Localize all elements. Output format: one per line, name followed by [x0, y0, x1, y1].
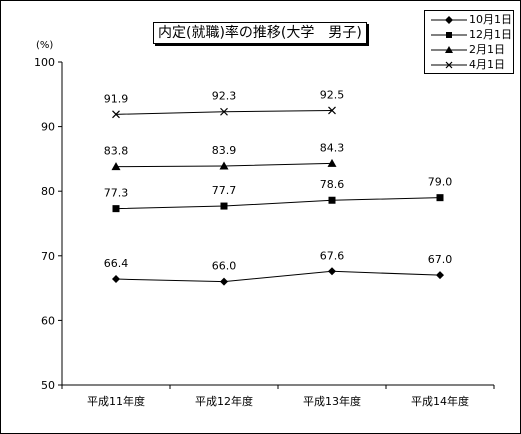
data-label: 66.4 [104, 257, 129, 270]
y-tick-label: 100 [34, 56, 55, 69]
x-tick-label: 平成11年度 [87, 394, 145, 408]
y-tick-label: 50 [41, 379, 55, 392]
y-tick-label: 70 [41, 250, 55, 263]
data-label: 92.3 [212, 90, 237, 103]
series-line-0 [115, 270, 441, 283]
data-label: 77.7 [212, 184, 237, 197]
data-point [436, 271, 444, 280]
legend-label: 2月1日 [469, 43, 505, 56]
data-point [112, 110, 120, 119]
data-label: 78.6 [320, 178, 345, 191]
data-point [328, 267, 336, 276]
legend-item-oct: 10月1日 [425, 13, 513, 27]
data-label: 83.8 [104, 145, 129, 158]
x-tick-label: 平成13年度 [303, 394, 361, 408]
data-label: 84.3 [320, 141, 345, 154]
legend-label: 4月1日 [469, 58, 505, 71]
y-tick-label: 80 [41, 185, 55, 198]
data-label: 66.0 [212, 260, 237, 273]
legend: 10月1日 12月1日 2月1日 4月1日 [424, 10, 514, 74]
series-line-1 [115, 197, 441, 210]
data-label: 67.0 [428, 253, 453, 266]
legend-label: 12月1日 [469, 28, 512, 41]
data-label: 83.9 [212, 144, 237, 157]
data-label: 91.9 [104, 92, 129, 105]
data-point [219, 161, 229, 170]
data-point [220, 107, 228, 116]
data-point [436, 194, 444, 202]
legend-label: 10月1日 [469, 13, 512, 26]
data-point [327, 158, 337, 167]
data-label: 92.5 [320, 88, 345, 101]
data-point [220, 277, 228, 286]
data-point [112, 205, 120, 213]
legend-item-apr: 4月1日 [425, 58, 513, 72]
y-tick-label: 60 [41, 314, 55, 327]
x-tick-label: 平成14年度 [411, 394, 469, 408]
data-label: 67.6 [320, 249, 345, 262]
y-axis-unit-label: (%) [36, 40, 54, 51]
legend-item-feb: 2月1日 [425, 43, 513, 57]
chart-title: 内定(就職)率の推移(大学 男子) [153, 22, 367, 44]
data-point [328, 196, 336, 204]
data-point [220, 202, 228, 210]
legend-item-dec: 12月1日 [425, 28, 513, 42]
y-tick-label: 90 [41, 121, 55, 134]
data-label: 77.3 [104, 187, 129, 200]
data-label: 79.0 [428, 176, 453, 189]
x-tick-label: 平成12年度 [195, 394, 253, 408]
data-point [112, 275, 120, 284]
data-point [111, 162, 121, 171]
data-point [328, 106, 336, 115]
